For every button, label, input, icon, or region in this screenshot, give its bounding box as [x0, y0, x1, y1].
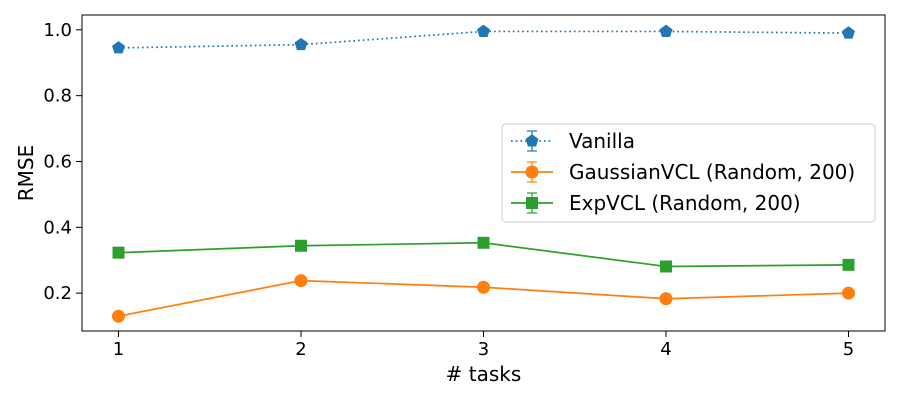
- x-tick-label: 1: [113, 339, 124, 360]
- series-2: [112, 236, 855, 273]
- legend-entry: GaussianVCL (Random, 200): [511, 160, 855, 184]
- legend-label: Vanilla: [569, 129, 635, 153]
- data-point: [294, 274, 308, 288]
- data-point: [477, 24, 490, 37]
- data-point: [659, 292, 673, 306]
- data-point: [295, 239, 307, 252]
- legend-marker: [525, 134, 539, 147]
- y-tick-label: 0.6: [43, 151, 72, 172]
- legend-label: GaussianVCL (Random, 200): [569, 160, 855, 184]
- legend-label: ExpVCL (Random, 200): [569, 191, 801, 215]
- data-point: [842, 286, 855, 300]
- x-tick-label: 3: [478, 339, 489, 360]
- legend-marker: [526, 197, 538, 209]
- series-0: [112, 24, 855, 54]
- data-point: [112, 246, 125, 259]
- x-axis: 1 2 3 4 5: [113, 331, 854, 360]
- y-tick-label: 1.0: [43, 20, 72, 41]
- legend-entry: ExpVCL (Random, 200): [511, 191, 801, 215]
- data-point: [112, 309, 125, 323]
- x-tick-label: 2: [295, 339, 306, 360]
- data-point: [294, 37, 308, 51]
- y-tick-label: 0.8: [43, 86, 72, 107]
- legend: Vanilla GaussianVCL (Random, 200) ExpVCL (…: [501, 123, 876, 223]
- data-point: [842, 26, 855, 39]
- legend-box: [501, 123, 876, 223]
- data-point: [477, 236, 490, 249]
- y-axis-label: RMSE: [14, 145, 38, 201]
- data-point: [477, 280, 490, 294]
- y-tick-label: 0.2: [43, 283, 72, 304]
- x-axis-label: # tasks: [446, 362, 522, 386]
- series-1: [112, 274, 855, 323]
- x-tick-label: 4: [660, 339, 671, 360]
- data-point: [112, 41, 125, 54]
- legend-entry: Vanilla: [511, 129, 635, 153]
- data-point: [660, 260, 672, 273]
- legend-marker: [525, 165, 539, 179]
- data-point: [842, 258, 855, 271]
- y-axis: 0.2 0.4 0.6 0.8 1.0: [43, 20, 82, 304]
- y-tick-label: 0.4: [43, 217, 72, 238]
- x-tick-label: 5: [843, 339, 854, 360]
- data-point: [659, 24, 673, 37]
- series-layer: [112, 24, 855, 323]
